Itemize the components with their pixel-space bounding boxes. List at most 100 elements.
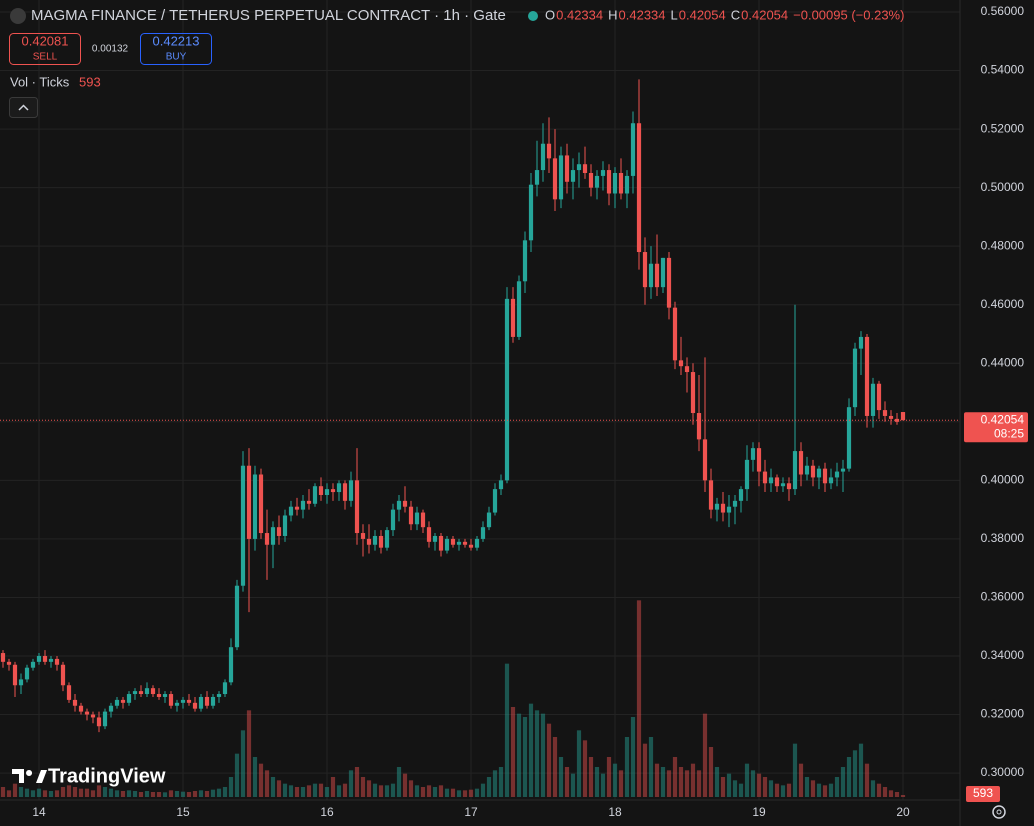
ohlc-key: H [608,7,617,22]
candle-body [882,410,888,416]
candle-body [552,158,558,200]
volume-bar [168,790,174,797]
candle-body [306,500,312,504]
candle-body [846,407,852,469]
candle-body [54,658,60,665]
candle-body [732,500,738,507]
candle-body [702,439,708,481]
candle-body [762,471,768,484]
candle-body [198,696,204,709]
sell-label[interactable]: SELL [33,52,58,63]
candle-body [258,474,264,534]
volume-bar [90,790,96,797]
candle-body [252,474,258,539]
volume-bar [186,792,192,797]
volume-bar [216,788,222,797]
volume-bar [24,788,30,797]
candle-body [276,527,282,536]
volume-bar [192,791,198,797]
volume-bar [12,783,18,797]
y-tick-label: 0.32000 [981,707,1025,721]
candle-body [492,489,498,513]
brand-logo [12,769,47,783]
candle-body [0,653,6,662]
collapse-button[interactable] [9,97,38,118]
candle-body [390,509,396,531]
candle-body [648,263,654,288]
volume-bar [672,757,678,797]
candle-body [6,661,12,665]
candle-body [720,503,726,513]
candle-body [738,489,744,501]
volume-bar [204,791,210,797]
volume-bar [828,783,834,797]
volume-bar [396,767,402,797]
volume-bar [252,757,258,797]
candle-body [216,694,222,697]
candle-body [870,383,876,416]
volume-bar [732,780,738,797]
candle-body [24,667,30,680]
volume-bar [702,713,708,797]
volume-bar [366,780,372,797]
y-tick-label: 0.30000 [981,765,1025,779]
candle-body [630,123,636,176]
candle-body [378,535,384,548]
volume-bar [894,792,900,797]
buy-button[interactable] [140,33,212,65]
settings-icon-center[interactable] [996,809,1002,815]
settings-icon[interactable] [992,805,1006,819]
volume-bar [360,777,366,797]
symbol-title: MAGMA FINANCE / TETHERUS PERPETUAL CONTR… [31,7,506,24]
x-tick-label: 17 [464,805,478,819]
sell-price[interactable]: 0.42081 [22,33,69,48]
candle-body [798,451,804,475]
y-tick-label: 0.36000 [981,590,1025,604]
candle-body [90,714,96,718]
candle-body [264,533,270,545]
volume-bar [768,780,774,797]
volume-bar [606,757,612,797]
candle-body [240,465,246,586]
sell-button[interactable] [9,33,81,65]
x-tick-label: 14 [32,805,46,819]
volume-bar [318,783,324,797]
volume-bar [132,791,138,797]
volume-bar [810,780,816,797]
volume-bar [528,703,534,797]
candle-body [558,155,564,200]
candle-body [222,682,228,695]
volume-bar [690,763,696,797]
volume-bar [402,773,408,797]
candle-body [480,527,486,539]
volume-bar [684,770,690,797]
volume-bar [534,710,540,797]
candle-body [228,647,234,683]
volume-bar [78,788,84,797]
volume-bar [648,737,654,797]
volume-bar [498,767,504,797]
volume-bar [504,663,510,797]
candle-body [600,170,606,176]
candle-body [594,175,600,188]
candle-body [96,717,102,727]
candle-body [606,170,612,194]
candle-body [456,541,462,545]
collapse-icon[interactable] [18,104,29,111]
candle-body [420,512,426,528]
buy-label[interactable]: BUY [166,52,187,63]
indicator-value: 593 [79,74,101,89]
volume-bar [786,783,792,797]
volume-bar [540,713,546,797]
candle-body [618,172,624,194]
volume-bar [102,787,108,797]
volume-bar [846,757,852,797]
volume-bar [666,770,672,797]
indicator-label: Vol · Ticks [10,74,70,89]
buy-price[interactable]: 0.42213 [153,33,200,48]
volume-bar [60,787,66,797]
volume-bar [744,763,750,797]
candle-body [540,143,546,171]
